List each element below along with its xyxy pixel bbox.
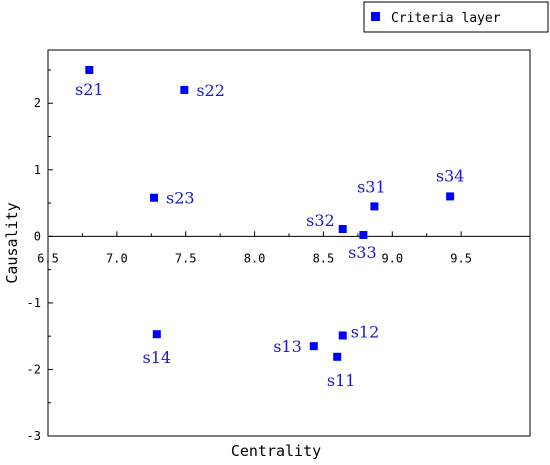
x-tick-label: 7.0 [106, 251, 128, 265]
y-tick-label: 0 [34, 229, 41, 243]
x-tick-label: 8.0 [244, 251, 266, 265]
data-label-s23: s23 [166, 189, 195, 208]
data-point-s12 [338, 331, 347, 340]
legend-marker [371, 12, 380, 21]
data-label-s13: s13 [273, 337, 302, 356]
data-point-s22 [180, 85, 189, 94]
data-point-s21 [85, 65, 94, 74]
x-axis-title: Centrality [231, 442, 321, 460]
y-tick-label: 2 [34, 96, 41, 110]
data-points: s21 s22 s23 s14 s13 s12 s11 s32 s33 s31 s34 [75, 65, 465, 390]
x-tick-label: 9.5 [450, 251, 472, 265]
x-tick-label: 8.5 [313, 251, 335, 265]
data-label-s22: s22 [196, 81, 225, 100]
data-point-s11 [333, 352, 342, 361]
data-point-s31 [370, 202, 379, 211]
data-label-s33: s33 [348, 243, 377, 262]
data-label-s32: s32 [306, 211, 335, 230]
data-label-s34: s34 [436, 166, 465, 185]
y-axis-ticks: -3 -2 -1 0 1 2 [27, 69, 53, 443]
y-tick-label: -2 [27, 362, 41, 376]
y-axis-title: Causality [3, 202, 21, 283]
data-label-s31: s31 [357, 177, 386, 196]
data-label-s14: s14 [143, 348, 172, 367]
y-tick-label: -1 [27, 296, 41, 310]
legend: Criteria layer [363, 1, 549, 33]
data-point-s34 [446, 192, 455, 201]
x-tick-label: 7.5 [175, 251, 197, 265]
data-point-s13 [309, 342, 318, 351]
data-point-s33 [359, 231, 368, 240]
y-tick-label: 1 [34, 163, 41, 177]
data-point-s23 [150, 193, 159, 202]
y-tick-label: -3 [27, 429, 41, 443]
legend-box [363, 1, 549, 33]
data-point-s14 [152, 330, 161, 339]
data-label-s11: s11 [327, 371, 356, 390]
data-point-s32 [338, 225, 347, 234]
x-tick-label: 6.5 [37, 251, 59, 265]
x-axis-ticks: 6.5 7.0 7.5 8.0 8.5 9.0 9.5 [37, 231, 472, 265]
data-label-s21: s21 [75, 80, 104, 99]
plot-frame [47, 49, 531, 437]
x-tick-label: 9.0 [381, 251, 403, 265]
legend-label: Criteria layer [391, 11, 501, 26]
data-label-s12: s12 [351, 323, 380, 342]
